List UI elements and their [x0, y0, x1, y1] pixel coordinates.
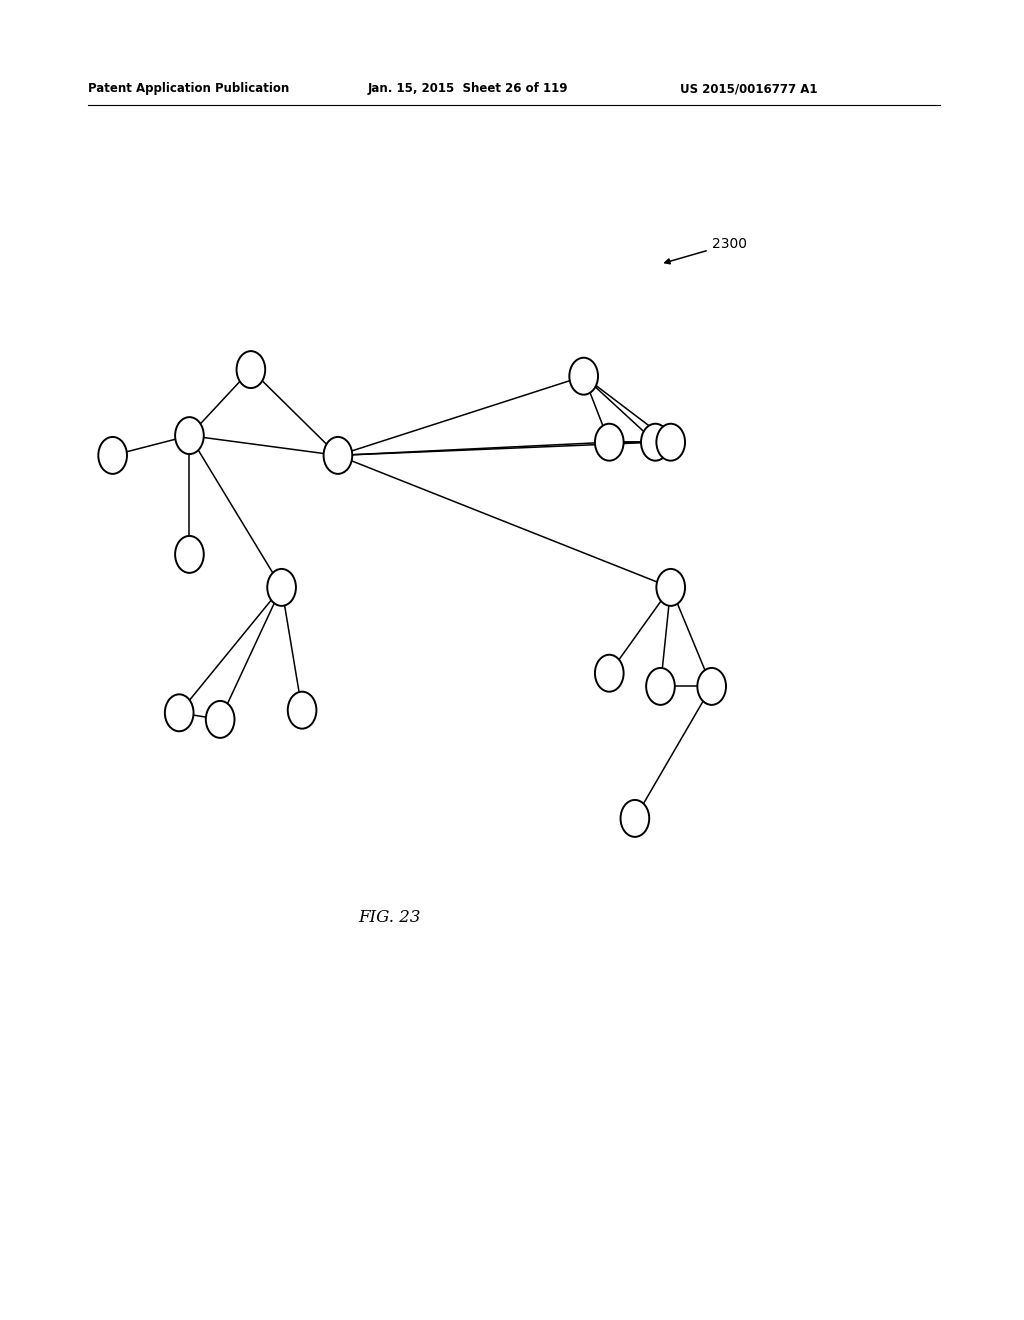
- Circle shape: [569, 358, 598, 395]
- Circle shape: [656, 424, 685, 461]
- Circle shape: [595, 655, 624, 692]
- Text: Jan. 15, 2015  Sheet 26 of 119: Jan. 15, 2015 Sheet 26 of 119: [368, 82, 568, 95]
- Circle shape: [621, 800, 649, 837]
- Circle shape: [697, 668, 726, 705]
- Circle shape: [206, 701, 234, 738]
- Circle shape: [165, 694, 194, 731]
- Circle shape: [237, 351, 265, 388]
- Text: Patent Application Publication: Patent Application Publication: [88, 82, 289, 95]
- Circle shape: [646, 668, 675, 705]
- Text: 2300: 2300: [665, 238, 746, 264]
- Text: US 2015/0016777 A1: US 2015/0016777 A1: [680, 82, 817, 95]
- Text: FIG. 23: FIG. 23: [357, 909, 421, 925]
- Circle shape: [175, 536, 204, 573]
- Circle shape: [267, 569, 296, 606]
- Circle shape: [175, 417, 204, 454]
- Circle shape: [595, 424, 624, 461]
- Circle shape: [98, 437, 127, 474]
- Circle shape: [641, 424, 670, 461]
- Circle shape: [324, 437, 352, 474]
- Circle shape: [288, 692, 316, 729]
- Circle shape: [656, 569, 685, 606]
